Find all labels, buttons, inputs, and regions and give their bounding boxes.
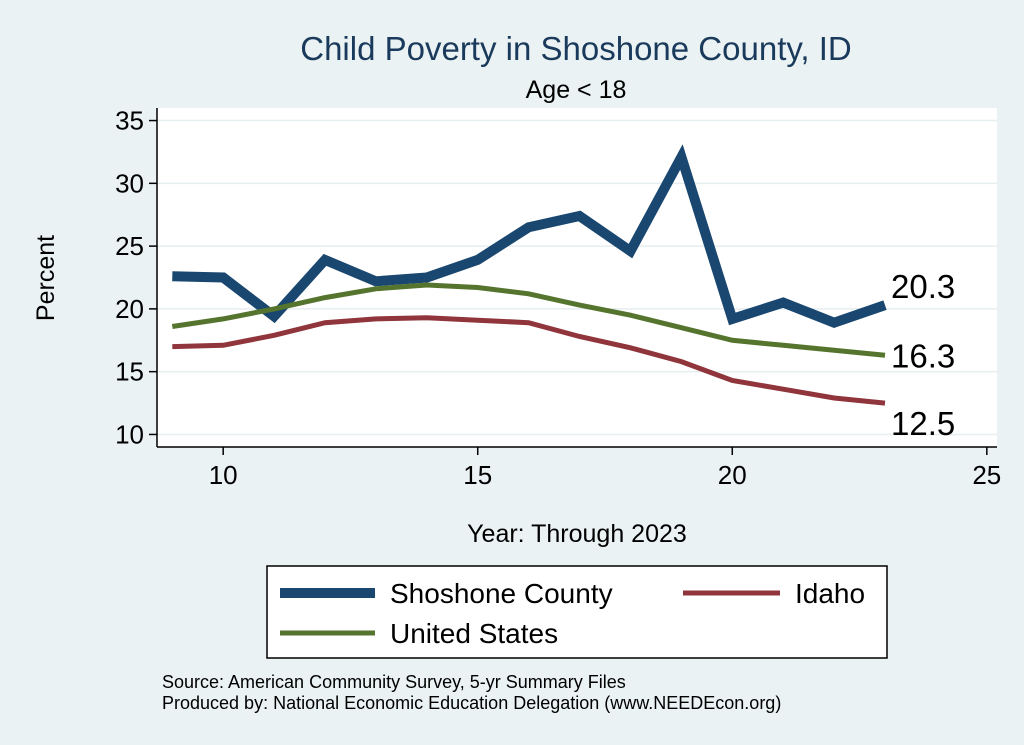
chart-subtitle: Age < 18: [526, 76, 627, 104]
legend-label-idaho: Idaho: [795, 578, 865, 609]
x-tick-label-25: 25: [972, 460, 1001, 490]
y-tick-label-20: 20: [115, 294, 144, 324]
end-labels: 20.3 16.3 12.5: [891, 268, 955, 442]
y-axis-title: Percent: [32, 235, 60, 321]
chart-title: Child Poverty in Shoshone County, ID: [300, 30, 852, 67]
series-line-united-states: [171, 282, 886, 358]
source-note: Source: American Community Survey, 5-yr …: [162, 672, 626, 692]
y-axis: 10 15 20 25 30 35: [115, 106, 158, 449]
end-label-idaho: 12.5: [891, 405, 955, 442]
producer-note: Produced by: National Economic Education…: [162, 693, 781, 713]
end-label-shoshone-county: 20.3: [891, 268, 955, 305]
x-tick-label-10: 10: [209, 460, 238, 490]
legend: Shoshone County Idaho United States: [266, 565, 888, 659]
end-label-united-states: 16.3: [891, 337, 955, 374]
plot-area: [157, 108, 997, 447]
x-tick-label-15: 15: [463, 460, 492, 490]
legend-label-shoshone: Shoshone County: [390, 578, 613, 609]
y-tick-label-25: 25: [115, 231, 144, 261]
y-tick-label-15: 15: [115, 357, 144, 387]
x-axis-title: Year: Through 2023: [467, 520, 687, 548]
legend-box: [266, 565, 888, 659]
series-line-idaho: [172, 315, 886, 406]
y-tick-label-30: 30: [115, 168, 144, 198]
series-line-shoshone-county: [172, 144, 887, 329]
legend-label-us: United States: [390, 618, 558, 649]
x-tick-label-20: 20: [718, 460, 747, 490]
y-tick-label-10: 10: [115, 419, 144, 449]
x-axis: 10 15 20 25: [157, 446, 1001, 490]
series-lines: [171, 144, 887, 406]
y-tick-label-35: 35: [115, 106, 144, 136]
grid: [157, 119, 997, 436]
